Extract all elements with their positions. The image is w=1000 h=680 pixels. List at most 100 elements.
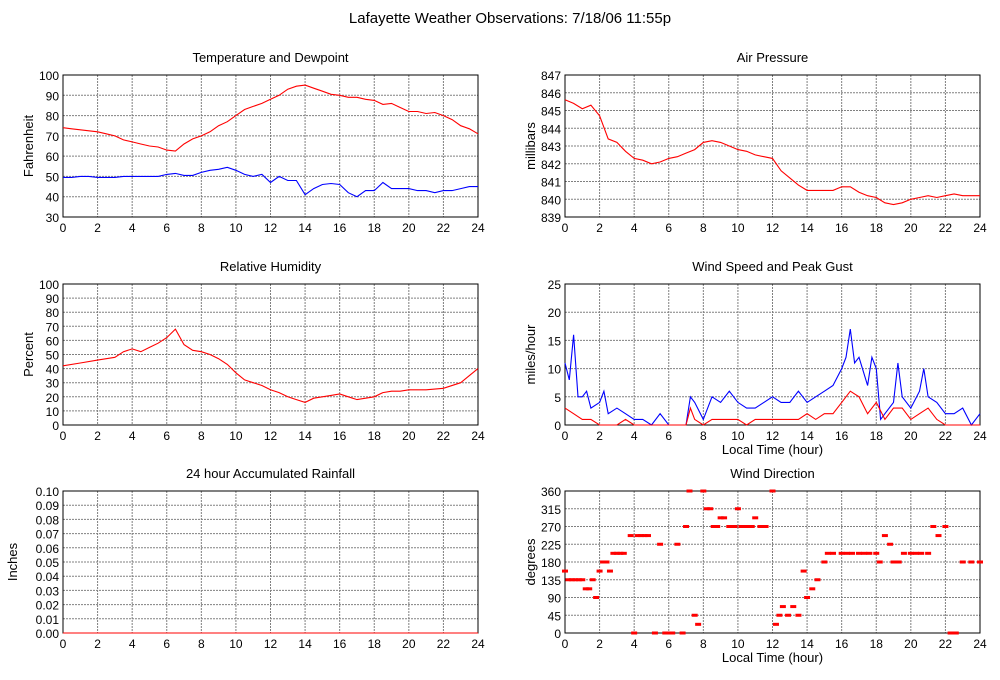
- x-tick-label: 14: [800, 429, 814, 443]
- data-point: [707, 507, 714, 511]
- data-point: [959, 560, 966, 564]
- x-tick-label: 6: [665, 637, 672, 651]
- x-tick-label: 6: [665, 221, 672, 235]
- data-point: [721, 516, 728, 520]
- x-tick-label: 8: [198, 429, 205, 443]
- y-tick-label: 0.00: [36, 627, 60, 641]
- data-point: [641, 534, 648, 538]
- x-tick-label: 12: [264, 221, 278, 235]
- x-tick-label: 8: [198, 637, 205, 651]
- data-point: [695, 622, 702, 626]
- data-point: [610, 551, 617, 555]
- data-point: [596, 569, 603, 573]
- y-tick-label: 0.07: [36, 528, 60, 542]
- y-tick-label: 0.02: [36, 599, 60, 613]
- pressure-line: [564, 99, 980, 206]
- rain-title: 24 hour Accumulated Rainfall: [186, 466, 355, 481]
- plot-frame: [62, 74, 479, 218]
- data-point: [935, 534, 942, 538]
- x-tick-label: 6: [163, 221, 170, 235]
- x-tick-label: 8: [700, 637, 707, 651]
- data-point: [824, 551, 831, 555]
- y-axis-label: millibars: [523, 122, 538, 170]
- x-tick-label: 22: [437, 429, 451, 443]
- x-tick-label: 0: [60, 221, 67, 235]
- data-point: [662, 631, 669, 635]
- data-point: [913, 551, 920, 555]
- data-point: [582, 587, 589, 591]
- x-tick-label: 18: [368, 637, 382, 651]
- data-point: [691, 613, 698, 617]
- data-point: [568, 578, 575, 582]
- x-tick-label: 16: [333, 429, 347, 443]
- data-point: [679, 631, 686, 635]
- data-point: [757, 525, 764, 528]
- y-tick-label: 840: [541, 193, 561, 207]
- data-point: [726, 525, 733, 528]
- x-tick-label: 22: [939, 637, 953, 651]
- x-tick-label: 24: [973, 637, 987, 651]
- x-tick-label: 22: [437, 637, 451, 651]
- y-tick-label: 30: [46, 377, 60, 391]
- relative-humidity-line: [62, 328, 479, 403]
- y-tick-label: 0: [554, 627, 561, 641]
- data-point: [710, 525, 717, 528]
- data-point: [795, 613, 802, 617]
- y-tick-label: 315: [541, 503, 561, 517]
- data-point: [738, 525, 745, 528]
- y-tick-label: 100: [39, 69, 59, 83]
- data-point: [717, 516, 724, 520]
- data-point: [638, 534, 645, 538]
- y-tick-label: 843: [541, 140, 561, 154]
- data-point: [686, 489, 693, 493]
- data-point: [572, 578, 579, 582]
- y-tick-label: 30: [46, 211, 60, 225]
- y-tick-label: 844: [541, 122, 561, 136]
- x-tick-label: 16: [835, 221, 849, 235]
- data-point: [651, 631, 658, 635]
- data-point: [947, 631, 954, 635]
- y-tick-label: 50: [46, 170, 60, 184]
- y-tick-label: 180: [541, 556, 561, 570]
- x-tick-label: 22: [939, 429, 953, 443]
- wind-title: Wind Speed and Peak Gust: [692, 259, 853, 274]
- data-point: [838, 551, 845, 555]
- data-point: [620, 551, 627, 555]
- data-point: [830, 551, 837, 555]
- data-point: [895, 560, 902, 564]
- data-point: [634, 534, 641, 538]
- y-tick-label: 846: [541, 87, 561, 101]
- y-tick-label: 40: [46, 363, 60, 377]
- y-tick-label: 45: [548, 609, 562, 623]
- data-point: [968, 560, 975, 564]
- y-tick-label: 842: [541, 158, 561, 172]
- x-tick-label: 18: [368, 221, 382, 235]
- y-tick-label: 0.05: [36, 556, 60, 570]
- x-tick-label: 4: [631, 221, 638, 235]
- y-tick-label: 90: [548, 592, 562, 606]
- x-tick-label: 12: [264, 637, 278, 651]
- data-point: [900, 551, 907, 555]
- dewpoint-line: [63, 166, 478, 198]
- x-tick-label: 20: [904, 429, 918, 443]
- x-tick-label: 14: [298, 429, 312, 443]
- y-axis-label: degrees: [523, 538, 538, 585]
- data-point: [613, 551, 620, 555]
- data-point: [714, 525, 721, 528]
- data-point: [674, 542, 681, 546]
- data-point: [925, 551, 932, 555]
- data-point: [855, 551, 862, 555]
- x-tick-label: 18: [368, 429, 382, 443]
- x-tick-label: 22: [939, 221, 953, 235]
- y-tick-label: 90: [46, 89, 60, 103]
- x-tick-label: 24: [973, 221, 987, 235]
- x-tick-label: 20: [402, 221, 416, 235]
- x-tick-label: 6: [665, 429, 672, 443]
- y-tick-label: 50: [46, 349, 60, 363]
- y-tick-label: 225: [541, 538, 561, 552]
- data-point: [579, 578, 586, 582]
